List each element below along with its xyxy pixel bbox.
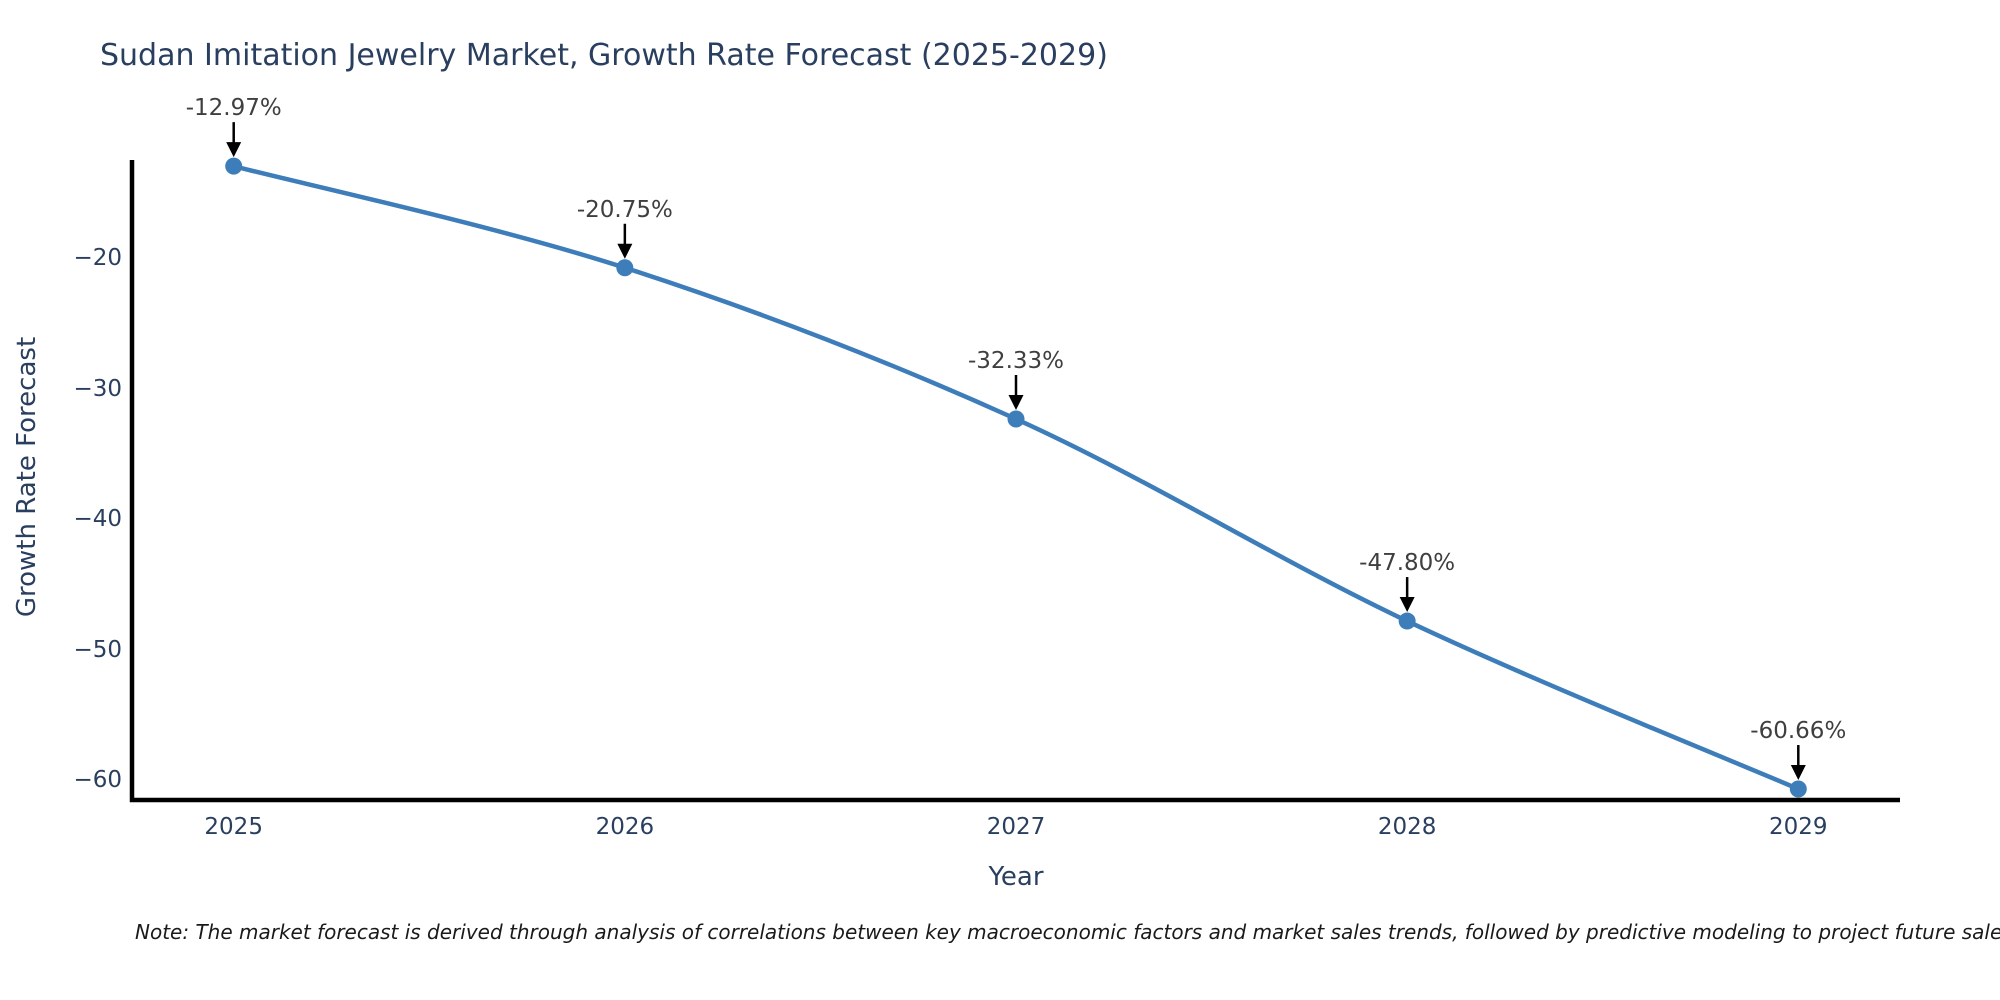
- data-point-marker: [616, 259, 634, 277]
- data-point-label: -32.33%: [968, 348, 1064, 374]
- annotation-arrowhead: [1399, 597, 1415, 613]
- y-tick-label: −50: [73, 636, 122, 663]
- footnote: Note: The market forecast is derived thr…: [135, 920, 2000, 944]
- data-point-label: -20.75%: [576, 196, 673, 223]
- annotation-arrowhead: [1008, 395, 1024, 411]
- data-point-label: -47.80%: [1359, 550, 1456, 577]
- annotation-arrowhead: [226, 142, 242, 158]
- data-point-marker: [225, 157, 243, 175]
- data-point-marker: [1789, 780, 1807, 798]
- y-axis-title: Growth Rate Forecast: [12, 336, 42, 618]
- y-tick-label: −60: [73, 767, 122, 794]
- x-tick-label: 2025: [204, 814, 263, 840]
- y-tick-label: −40: [73, 506, 122, 533]
- forecast-line: [233, 163, 1800, 792]
- y-tick-label: −30: [73, 375, 122, 402]
- annotation-arrowhead: [617, 243, 633, 259]
- data-point-marker: [1007, 410, 1025, 428]
- data-point-marker: [1398, 612, 1416, 630]
- x-tick-label: 2026: [595, 814, 655, 840]
- x-tick-label: 2027: [986, 814, 1046, 840]
- x-axis-title: Year: [988, 862, 1044, 892]
- y-tick-label: −20: [73, 244, 122, 271]
- x-tick-label: 2028: [1377, 814, 1437, 840]
- chart-title: Sudan Imitation Jewelry Market, Growth R…: [100, 38, 1108, 73]
- data-point-label: -60.66%: [1750, 718, 1847, 745]
- x-tick-label: 2029: [1769, 814, 1828, 840]
- annotation-arrowhead: [1790, 765, 1806, 781]
- axis-spines: [129, 160, 1900, 803]
- data-point-label: -12.97%: [185, 95, 282, 122]
